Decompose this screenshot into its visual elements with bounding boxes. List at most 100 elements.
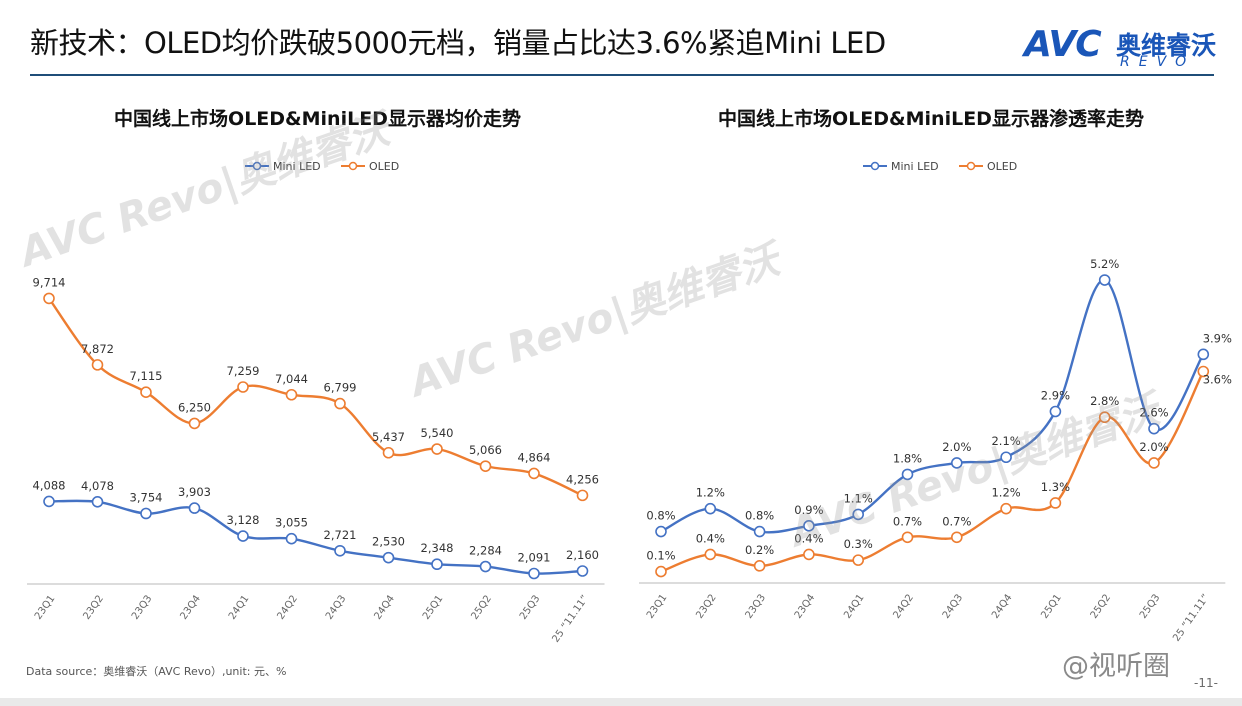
series-line [48, 297, 583, 497]
data-point [285, 388, 298, 401]
data-label: 2.0% [942, 440, 971, 454]
data-label: 0.1% [646, 549, 675, 563]
data-point [950, 457, 963, 469]
data-point [1197, 348, 1210, 361]
data-label: 2,530 [372, 535, 405, 549]
legend-label: OLED [987, 160, 1017, 173]
data-source-note: Data source：奥维睿沃（AVC Revo）,unit: 元、% [26, 665, 287, 678]
series-line [660, 370, 1205, 573]
brand-logo: AVC 奥维睿沃 REVO [1024, 24, 1220, 72]
data-point [188, 502, 201, 514]
series-line [48, 499, 583, 575]
data-label: 1.1% [844, 491, 873, 505]
data-label: 2,160 [566, 548, 599, 562]
data-point [753, 525, 766, 538]
data-point [431, 558, 443, 571]
data-point [901, 468, 914, 481]
logo-english-name: REVO [1120, 54, 1196, 70]
x-tick-label: 25Q3 [518, 593, 542, 621]
x-tick-label: 24Q3 [324, 593, 348, 621]
data-label: 0.8% [646, 509, 675, 523]
data-point [1049, 497, 1062, 509]
x-tick-label: 23Q3 [130, 593, 154, 621]
x-tick-label: 25Q2 [1089, 592, 1113, 620]
x-tick-label: 25 “11.11” [550, 593, 591, 644]
logo-mark: AVC [1024, 24, 1102, 65]
x-tick-label: 23Q2 [694, 592, 718, 620]
data-point [852, 508, 864, 521]
avg-price-chart-title: 中国线上市场OLED&MiniLED显示器均价走势 [114, 108, 521, 130]
avg-price-chart: 23Q1 23Q2 23Q3 23Q4 24Q1 24Q2 24Q3 24Q4 25Q1 25Q2… [15, 100, 620, 660]
data-point [479, 460, 492, 472]
data-point [704, 502, 717, 515]
bottom-strip [0, 698, 1242, 706]
data-point [1098, 274, 1111, 286]
data-point [382, 551, 395, 564]
data-point [753, 560, 766, 572]
data-point [431, 443, 443, 455]
data-point [91, 359, 104, 371]
data-point [1197, 365, 1210, 378]
data-point [803, 548, 815, 561]
x-tick-label: 25Q1 [421, 593, 445, 621]
data-label: 2,721 [324, 528, 357, 542]
data-label: 2.6% [1139, 406, 1168, 420]
x-tick-label: 23Q1 [33, 593, 57, 621]
data-label: 1.3% [1041, 480, 1070, 494]
data-label: 9,714 [33, 275, 66, 289]
data-point [334, 397, 346, 410]
page-title: 新技术：OLED均价跌破5000元档，销量占比达3.6%紧追Mini LED [30, 26, 886, 60]
data-label: 3.9% [1203, 331, 1232, 345]
data-point [704, 548, 717, 561]
legend-swatch-marker [870, 161, 880, 171]
data-point [1148, 422, 1160, 435]
data-label: 5,437 [372, 430, 405, 444]
data-label: 4,864 [518, 450, 551, 464]
data-label: 3,128 [227, 513, 260, 527]
x-tick-label: 25 “11.11” [1171, 592, 1212, 643]
data-label: 2.9% [1041, 389, 1070, 403]
x-tick-label: 23Q2 [81, 593, 105, 621]
data-label: 7,115 [130, 369, 163, 383]
data-point [140, 386, 152, 398]
data-label: 6,250 [178, 400, 211, 414]
data-label: 2.0% [1139, 440, 1168, 454]
data-point [237, 530, 249, 542]
data-point [43, 495, 55, 508]
data-point [479, 560, 492, 573]
legend-swatch-marker [252, 161, 262, 171]
logo-chinese-name: 奥维睿沃 [1116, 31, 1217, 60]
data-point [1049, 405, 1062, 418]
x-tick-label: 24Q1 [842, 592, 866, 620]
x-tick-label: 23Q3 [744, 592, 768, 620]
data-label: 0.4% [794, 531, 823, 545]
publisher-credit: @视听圈 [1062, 651, 1170, 682]
data-label: 7,044 [275, 372, 308, 386]
data-label: 6,799 [324, 381, 357, 395]
title-divider [30, 74, 1214, 76]
data-point [1148, 457, 1160, 469]
data-point [528, 567, 540, 580]
data-point [950, 531, 963, 544]
data-label: 4,256 [566, 472, 599, 486]
data-label: 1.2% [696, 486, 725, 500]
data-label: 0.8% [745, 509, 774, 523]
x-tick-label: 23Q1 [645, 592, 669, 620]
data-label: 0.3% [844, 537, 873, 551]
x-tick-label: 23Q4 [178, 593, 202, 621]
data-point [334, 544, 346, 557]
data-label: 7,872 [81, 342, 114, 356]
data-label: 2.1% [991, 434, 1020, 448]
data-label: 0.9% [794, 503, 823, 517]
avg-price-chart-svg: 23Q1 23Q2 23Q3 23Q4 24Q1 24Q2 24Q3 24Q4 25Q1 25Q2… [27, 160, 605, 645]
x-tick-label: 24Q4 [990, 592, 1014, 620]
data-label: 1.8% [893, 451, 922, 465]
data-label: 3,754 [130, 490, 163, 504]
data-label: 3,055 [275, 516, 308, 530]
series-line [660, 278, 1205, 534]
data-point [188, 417, 201, 430]
penetration-chart-svg: 23Q1 23Q2 23Q3 23Q4 24Q1 24Q2 24Q3 24Q4 25Q1 25Q2… [639, 160, 1232, 644]
data-label: 7,259 [227, 364, 260, 378]
data-point [91, 495, 104, 508]
data-point [285, 532, 298, 545]
